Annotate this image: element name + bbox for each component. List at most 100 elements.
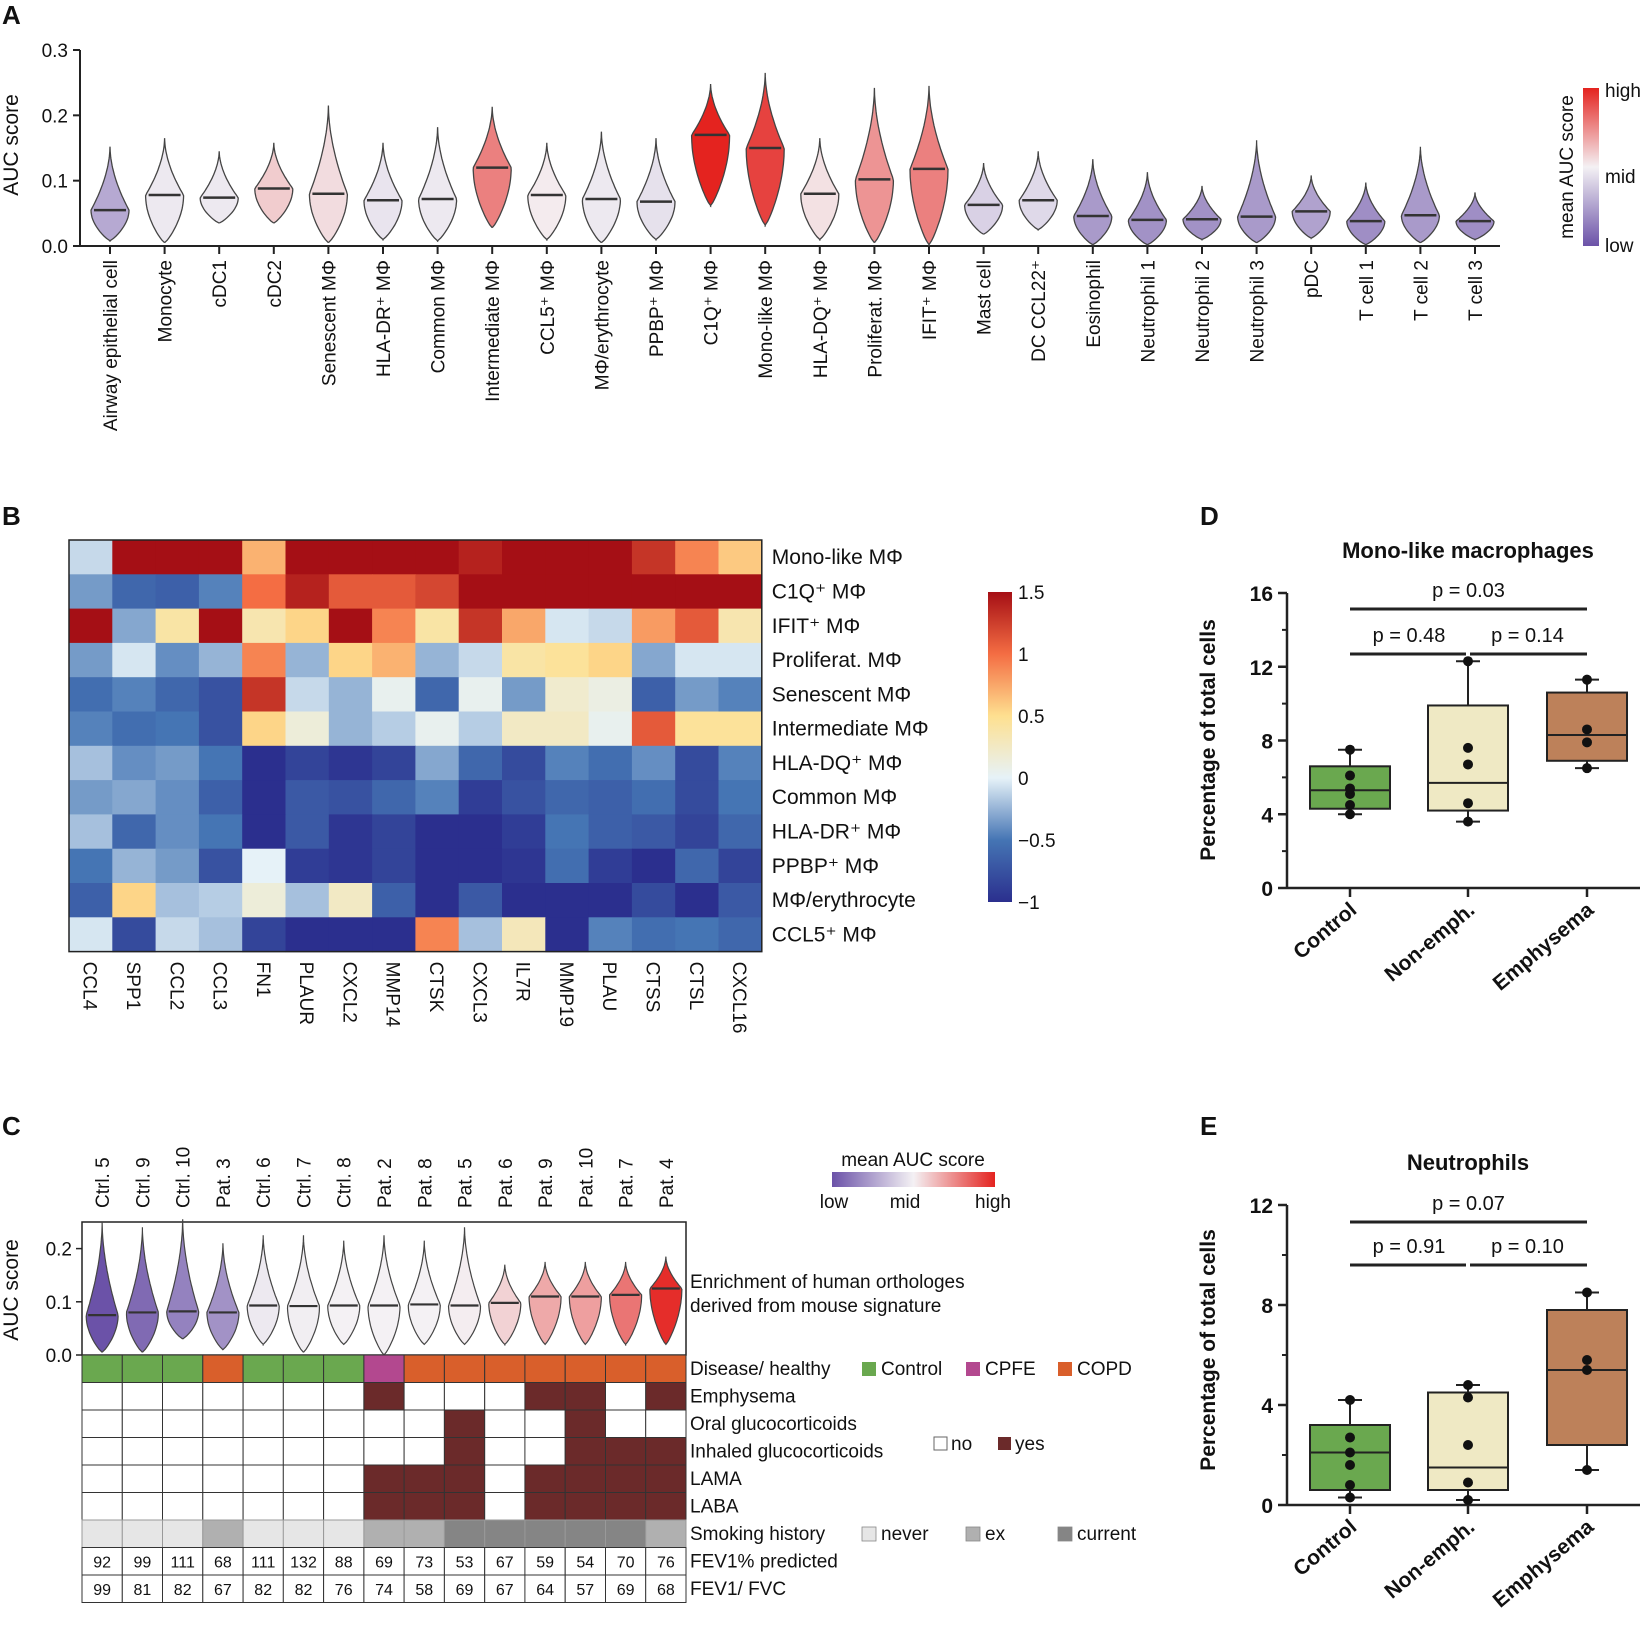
panel-e-p-value: p = 0.91 [1373, 1236, 1446, 1258]
panel-a-ylabel: AUC score [0, 94, 23, 196]
panel-b-row-label: Common MΦ [772, 786, 897, 809]
panel-d-xtick-label: Emphysema [1489, 898, 1599, 995]
panel-b-heatmap-cell [415, 814, 460, 850]
panel-c-binary-cell [363, 1409, 405, 1438]
panel-c-ytick-label: 0.0 [46, 1346, 72, 1367]
panel-b-colorbar-tick: 0.5 [1018, 707, 1044, 728]
panel-e-data-point [1582, 1365, 1592, 1375]
panel-b-heatmap-cell [718, 883, 763, 918]
panel-b-heatmap-cell [328, 642, 373, 678]
panel-b-heatmap-cell [328, 711, 373, 747]
panel-b-heatmap-cell [155, 711, 200, 747]
panel-c-disease-cell [323, 1354, 365, 1383]
panel-b-heatmap-cell [242, 608, 287, 644]
panel-b-col-label: CXCL3 [468, 962, 489, 1023]
panel-b-heatmap-cell [328, 780, 373, 815]
panel-b-heatmap-cell [545, 574, 590, 610]
panel-b-heatmap-cell [631, 608, 676, 644]
panel-b-heatmap-cell [631, 642, 676, 678]
panel-c-fev-value: 67 [214, 1582, 232, 1599]
panel-b-heatmap-cell [675, 883, 720, 918]
panel-d-data-point [1463, 742, 1473, 753]
panel-c-binary-cell [605, 1409, 647, 1438]
panel-b-row-label: Senescent MΦ [772, 683, 911, 706]
panel-b-heatmap-cell [631, 711, 676, 747]
panel-c-binary-cell [81, 1492, 123, 1521]
panel-d-p-value: p = 0.03 [1432, 580, 1505, 602]
panel-c-ytick-label: 0.2 [46, 1240, 72, 1261]
panel-c-sample-label: Pat. 6 [496, 1158, 517, 1208]
panel-d-data-point [1582, 737, 1592, 748]
panel-c-smoking-cell [202, 1519, 244, 1548]
panel-b-col-label: SPP1 [122, 962, 143, 1011]
panel-a-ytick-label: 0.2 [42, 106, 68, 127]
panel-a-xtick-label: PPBP⁺ MΦ [647, 260, 668, 357]
panel-b-heatmap-cell [631, 540, 676, 575]
panel-b-heatmap-cell [69, 642, 113, 678]
panel-a-violin [1182, 185, 1222, 241]
panel-c-fev-value: 88 [335, 1555, 353, 1572]
panel-a-xtick-label: Airway epithelial cell [101, 260, 122, 431]
panel-b-heatmap-cell [631, 780, 676, 815]
panel-a-violin [90, 146, 130, 243]
panel-b-heatmap-cell [415, 883, 460, 918]
panel-e-data-point [1345, 1432, 1355, 1443]
panel-b-heatmap-cell [458, 814, 503, 850]
panel-c-fev-value: 81 [134, 1582, 152, 1599]
panel-b-heatmap-cell [112, 574, 157, 610]
panel-c-legend-swatch [1057, 1526, 1073, 1542]
panel-b-heatmap-cell [69, 848, 113, 884]
panel-c-disease-cell [282, 1354, 325, 1383]
panel-b-heatmap-cell [502, 540, 546, 575]
panel-b-heatmap-cell [372, 608, 416, 644]
panel-c-legend-label: no [951, 1434, 972, 1455]
panel-e-data-point [1345, 1447, 1355, 1458]
panel-b-heatmap-cell [415, 711, 460, 747]
panel-d-data-point [1345, 744, 1355, 755]
panel-c-fev-cell [605, 1574, 647, 1603]
panel-c-binary-cell [202, 1464, 244, 1493]
panel-b-heatmap-cell [112, 780, 157, 815]
panel-c-fev-value: 82 [295, 1582, 313, 1599]
panel-c-binary-cell [323, 1437, 365, 1466]
panel-b-heatmap-cell [242, 883, 287, 918]
panel-c-binary-cell [282, 1409, 325, 1438]
panel-b-row-label: MΦ/erythrocyte [772, 889, 916, 912]
panel-b-heatmap-cell [112, 677, 157, 713]
panel-e-data-point [1582, 1287, 1592, 1298]
panel-c-binary-cell [403, 1409, 445, 1438]
panel-c-smoking-cell [323, 1519, 365, 1548]
panel-c-violin [649, 1256, 683, 1346]
panel-b-heatmap-cell [415, 780, 460, 815]
panel-b-heatmap-cell [198, 574, 243, 610]
panel-b-heatmap-cell [718, 677, 763, 713]
panel-b-heatmap-cell [631, 848, 676, 884]
panel-c-sample-label: Pat. 10 [576, 1148, 597, 1208]
panel-d-data-point [1463, 816, 1473, 827]
panel-a-xtick-label: pDC [1302, 260, 1323, 298]
panel-b-heatmap-cell [112, 848, 157, 884]
panel-c-sample-label: Ctrl. 10 [174, 1147, 195, 1208]
panel-b-heatmap-cell [198, 711, 243, 747]
panel-c-fev-cell [564, 1547, 607, 1576]
panel-a-violin [1073, 159, 1113, 246]
panel-c-disease-cell [605, 1354, 647, 1383]
panel-c-disease-cell [81, 1354, 123, 1383]
panel-c-smoking-cell [282, 1519, 325, 1548]
panel-c-fev-value: 59 [536, 1555, 554, 1572]
panel-b-heatmap-cell [545, 883, 590, 918]
panel-c-binary-cell [242, 1492, 284, 1521]
panel-b-heatmap-cell [458, 574, 503, 610]
panel-c-binary-cell [645, 1437, 687, 1466]
panel-e-data-point [1345, 1395, 1355, 1405]
panel-c-fev-value: 70 [617, 1555, 635, 1572]
panel-a-violin [1291, 175, 1331, 240]
panel-a-xtick-label: Eosinophil [1084, 260, 1105, 348]
panel-b-heatmap-cell [588, 574, 633, 610]
panel-b-heatmap-cell [718, 540, 763, 575]
panel-b-heatmap-cell [328, 677, 373, 713]
panel-c-binary-cell [202, 1382, 244, 1411]
panel-label-e: E [1200, 1111, 1217, 1141]
panel-c-violin [327, 1240, 361, 1346]
panel-c-fev-value: 74 [375, 1582, 393, 1599]
